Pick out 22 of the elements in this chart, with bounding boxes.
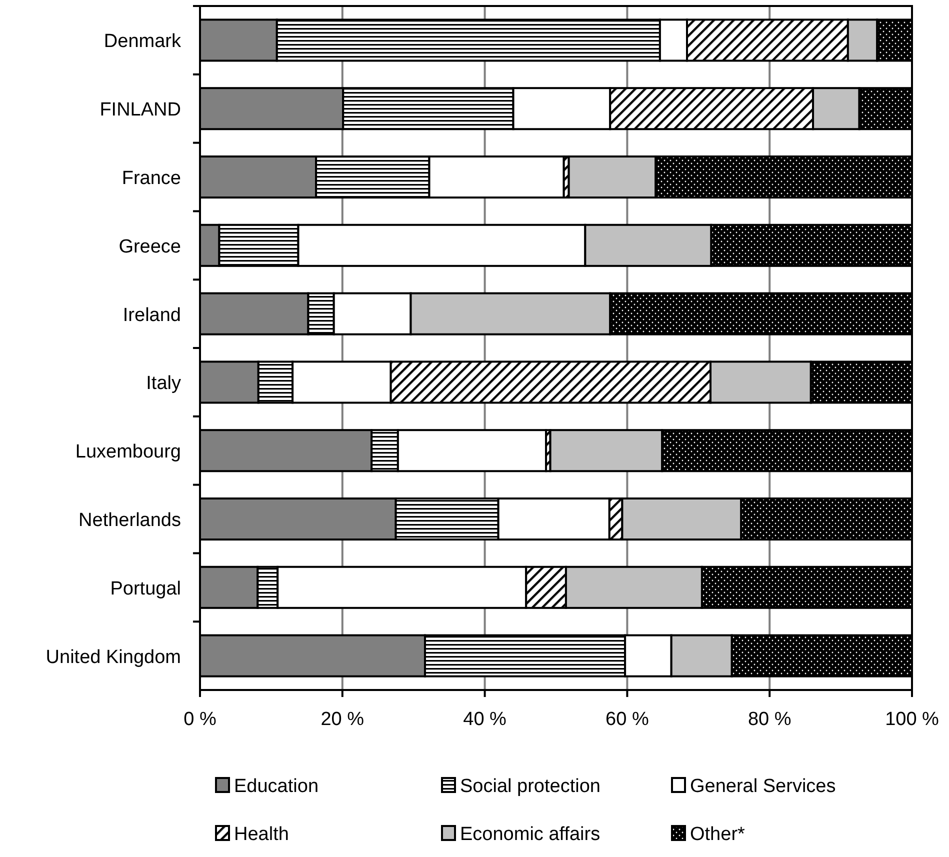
legend-label: Social protection [460, 776, 600, 797]
y-tick-label: France [122, 168, 181, 189]
y-tick-label: Netherlands [78, 510, 181, 531]
y-tick-label: Portugal [110, 578, 181, 600]
legend-label: General Services [690, 776, 836, 797]
y-tick-label: FINLAND [100, 100, 181, 121]
y-tick-label: Italy [146, 373, 182, 394]
y-tick-label: United Kingdom [46, 646, 181, 668]
legend-label: Health [234, 824, 289, 845]
y-tick-label: Luxembourg [75, 442, 181, 463]
legend-label: Other* [690, 824, 746, 845]
legend-label: Economic affairs [460, 824, 600, 845]
y-tick-label: Ireland [122, 304, 181, 326]
x-tick-label: 20 % [320, 709, 364, 730]
x-tick-label: 40 % [463, 709, 507, 730]
legend-label: Education [234, 776, 319, 797]
x-tick-label: 80 % [748, 709, 792, 730]
y-tick-label: Greece [118, 236, 181, 258]
x-tick-label: 100 % [885, 709, 940, 730]
x-tick-label: 0 % [184, 709, 216, 730]
x-tick-label: 60 % [606, 709, 649, 730]
y-tick-label: Denmark [104, 31, 182, 52]
